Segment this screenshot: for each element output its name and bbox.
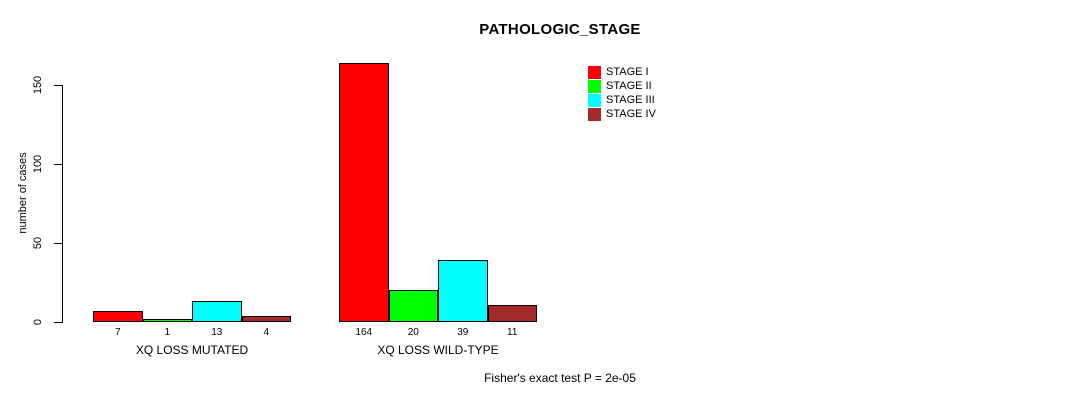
legend-swatch xyxy=(588,94,601,107)
y-tick xyxy=(54,164,62,165)
group-label: XQ LOSS MUTATED xyxy=(135,343,249,357)
legend-swatch xyxy=(588,66,601,79)
bar-value-label: 11 xyxy=(507,327,518,338)
y-tick-label: 0 xyxy=(32,318,44,326)
bar xyxy=(388,290,438,322)
legend-row: STAGE I xyxy=(588,66,656,79)
bar-value-label: 13 xyxy=(211,327,223,338)
stat-annotation: Fisher's exact test P = 2e-05 xyxy=(484,371,636,385)
y-tick-label: 50 xyxy=(32,236,44,250)
y-axis-line xyxy=(62,85,63,323)
y-tick xyxy=(54,322,62,323)
legend-row: STAGE IV xyxy=(588,108,656,121)
chart-title: PATHOLOGIC_STAGE xyxy=(479,21,641,38)
bar xyxy=(241,315,291,322)
legend-row: STAGE II xyxy=(588,80,656,93)
y-axis-label: number of cases xyxy=(17,152,29,234)
bar xyxy=(438,260,488,322)
bar-value-label: 1 xyxy=(164,327,171,338)
y-tick xyxy=(54,85,62,86)
bar xyxy=(487,304,537,322)
bar xyxy=(339,62,389,322)
bar-value-label: 4 xyxy=(263,327,270,338)
group-label: XQ LOSS WILD-TYPE xyxy=(377,343,499,357)
bar-value-label: 39 xyxy=(457,327,469,338)
legend-row: STAGE III xyxy=(588,94,656,107)
y-tick-label: 150 xyxy=(32,75,44,95)
legend-label: STAGE II xyxy=(606,80,652,92)
legend-label: STAGE I xyxy=(606,66,649,78)
bar xyxy=(142,319,192,322)
bar-value-label: 20 xyxy=(407,327,419,338)
legend-swatch xyxy=(588,108,601,121)
legend: STAGE I STAGE II STAGE III STAGE IV xyxy=(588,66,656,122)
bar xyxy=(192,301,242,322)
legend-label: STAGE IV xyxy=(606,108,656,120)
legend-label: STAGE III xyxy=(606,94,655,106)
y-tick xyxy=(54,243,62,244)
bar xyxy=(93,310,143,322)
bar-value-label: 7 xyxy=(114,327,121,338)
y-tick-label: 100 xyxy=(32,154,44,174)
bar-value-label: 164 xyxy=(355,327,373,338)
legend-swatch xyxy=(588,80,601,93)
